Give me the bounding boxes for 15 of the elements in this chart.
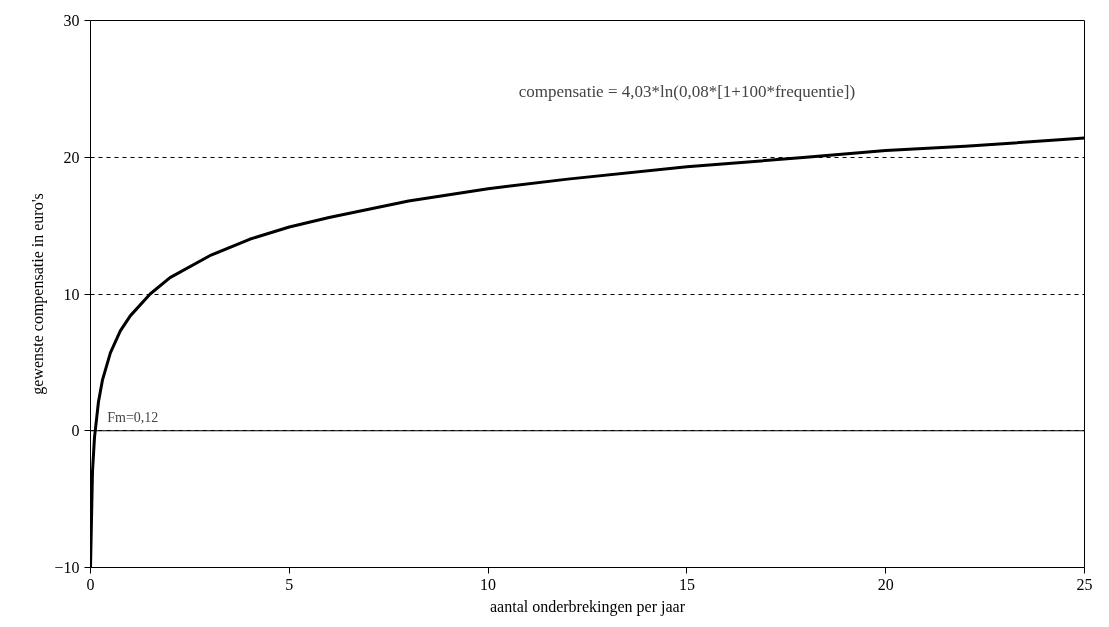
x-tick-label: 0 — [86, 575, 95, 593]
x-tick-label: 15 — [678, 575, 695, 593]
x-tick-label: 5 — [285, 575, 294, 593]
x-tick-label: 10 — [480, 575, 497, 593]
annotation: Fm=0,12 — [107, 409, 159, 425]
y-axis-title: gewenste compensatie in euro's — [29, 193, 48, 395]
y-tick-label: 20 — [63, 148, 80, 166]
x-tick-label: 20 — [877, 575, 894, 593]
x-axis-title: aantal onderbrekingen per jaar — [490, 597, 686, 616]
y-tick-label: 0 — [71, 422, 80, 440]
annotation: compensatie = 4,03*ln(0,08*[1+100*frequentie]) — [518, 82, 856, 102]
y-tick-label: −10 — [54, 559, 80, 576]
x-tick-label: 25 — [1076, 575, 1093, 593]
y-tick-label: 10 — [63, 285, 80, 303]
y-tick-label: 30 — [63, 12, 80, 29]
